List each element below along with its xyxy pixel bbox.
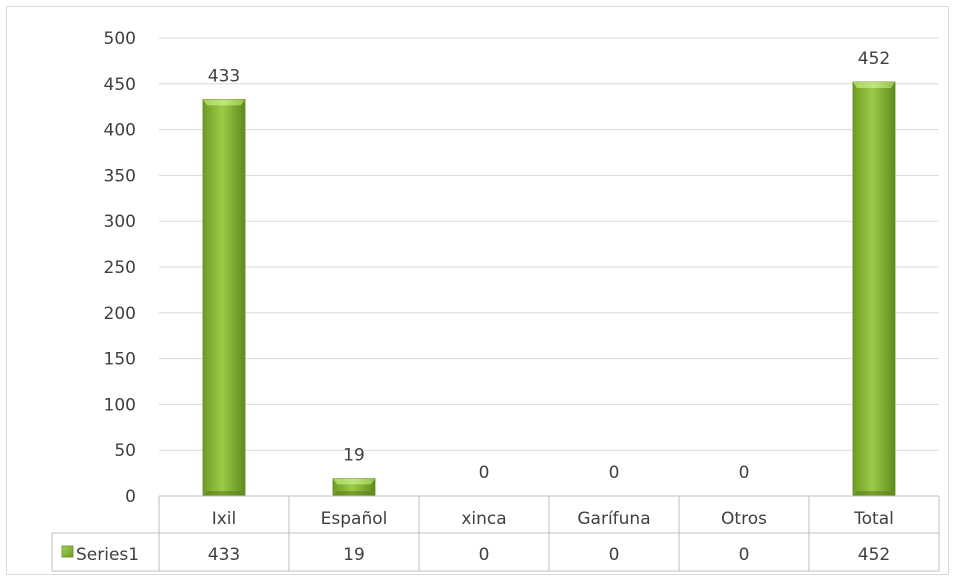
data-label: 19 <box>343 446 365 466</box>
y-tick-label: 500 <box>104 29 136 49</box>
y-tick-label: 400 <box>104 121 136 141</box>
y-tick-label: 150 <box>104 350 136 370</box>
table-cell: 0 <box>739 545 750 565</box>
chart-border <box>6 6 949 575</box>
data-label: 0 <box>479 463 490 483</box>
legend-entry: Series1 <box>76 545 139 565</box>
data-label: 0 <box>739 463 750 483</box>
data-labels: 433 19 0 0 0 452 <box>208 49 890 483</box>
x-tick-label: Español <box>321 509 388 529</box>
data-label: 433 <box>208 66 240 86</box>
x-tick-label: Ixil <box>212 509 237 529</box>
table-cell: 0 <box>609 545 620 565</box>
table-cell: 433 <box>208 545 240 565</box>
y-tick-label: 100 <box>104 395 136 415</box>
y-tick-label: 250 <box>104 258 136 278</box>
bar <box>332 478 376 497</box>
gridlines <box>159 37 939 451</box>
x-tick-label: Total <box>853 509 894 529</box>
y-tick-label: 0 <box>125 487 136 507</box>
y-tick-label: 300 <box>104 212 136 232</box>
y-tick-label: 50 <box>114 441 136 461</box>
data-label: 0 <box>609 463 620 483</box>
table-cell: 19 <box>343 545 365 565</box>
x-tick-label: xinca <box>461 509 506 529</box>
table-cell: 0 <box>479 545 490 565</box>
legend-swatch <box>61 545 74 558</box>
y-tick-label: 200 <box>104 304 136 324</box>
bar <box>852 81 896 497</box>
y-axis-ticks: 0 50 100 150 200 250 300 350 400 450 500 <box>104 29 136 507</box>
data-table: Ixil Español xinca Garífuna Otros Total 433 19 0… <box>51 495 940 572</box>
x-tick-label: Garífuna <box>577 509 650 529</box>
data-label: 452 <box>858 49 890 69</box>
x-tick-label: Otros <box>721 509 767 529</box>
y-tick-label: 450 <box>104 75 136 95</box>
bars <box>202 81 896 497</box>
table-cell: 452 <box>858 545 890 565</box>
y-tick-label: 350 <box>104 166 136 186</box>
bar <box>202 98 246 497</box>
